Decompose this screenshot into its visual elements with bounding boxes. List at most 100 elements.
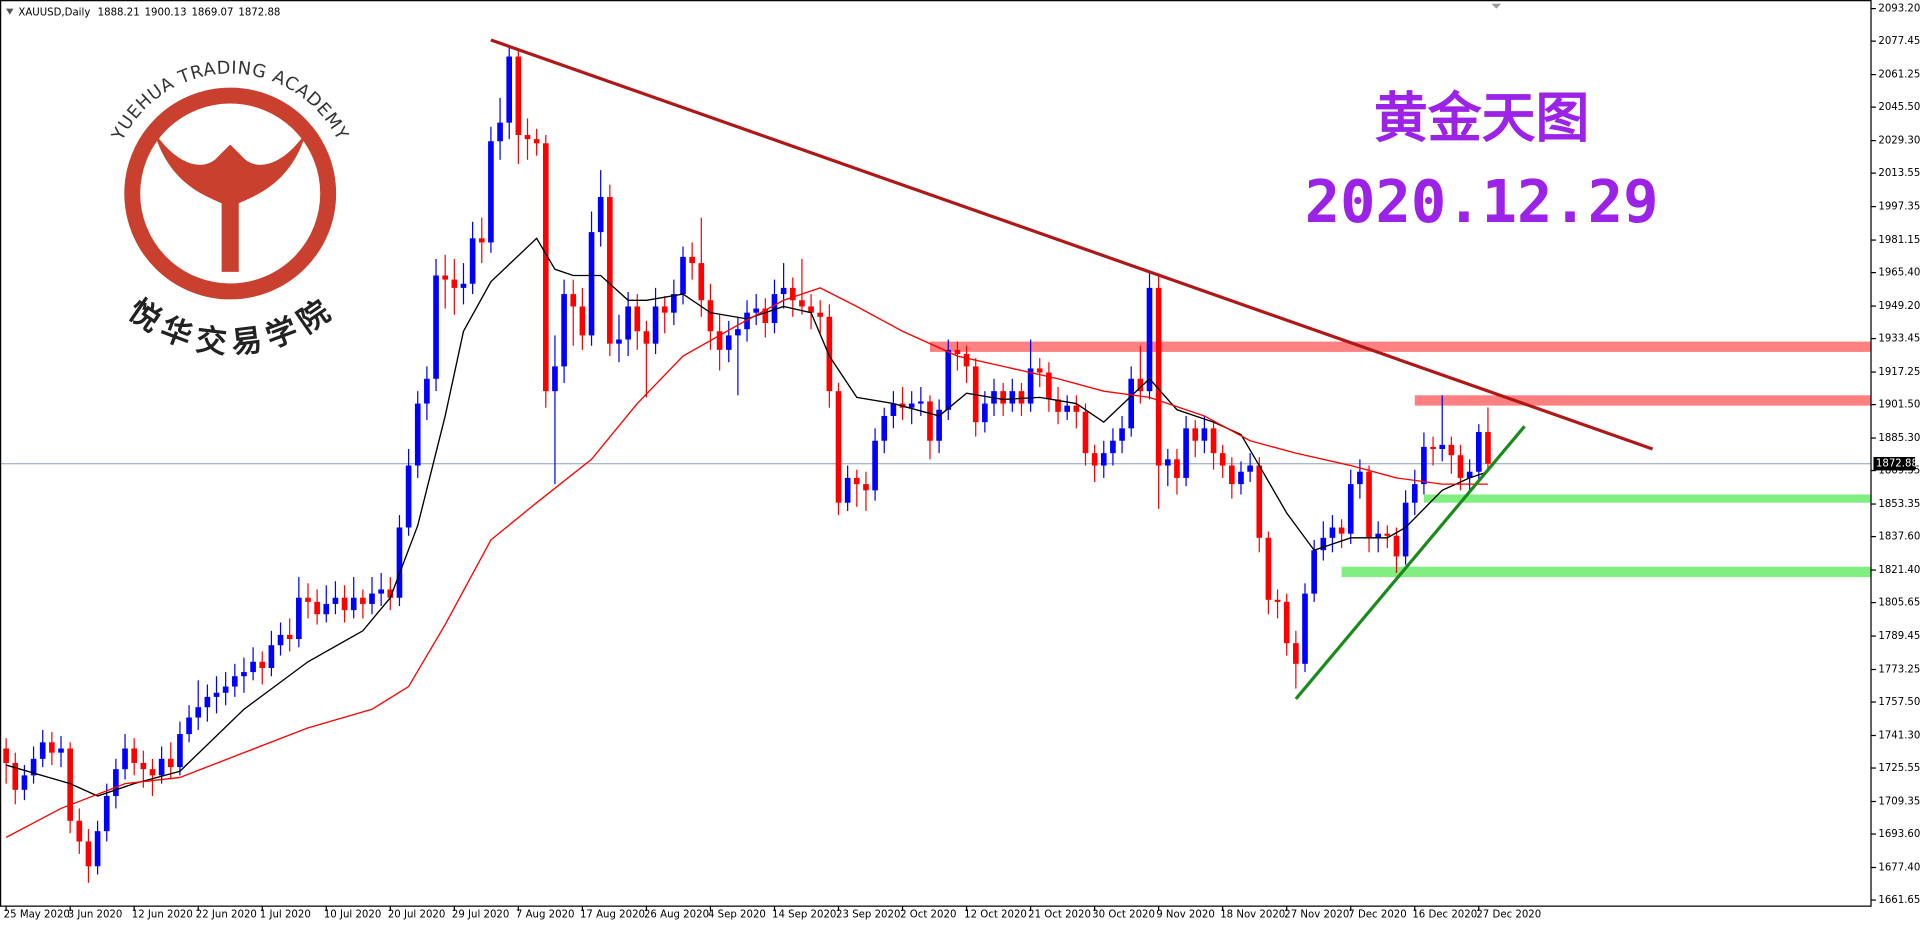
candle-body [314, 601, 320, 615]
candle-body [908, 403, 915, 408]
x-tick-label: 3 Jun 2020 [68, 910, 123, 921]
trendline [490, 38, 1654, 451]
candle-body [1347, 484, 1354, 534]
candle-body [597, 196, 604, 233]
candle-body [1439, 444, 1446, 450]
y-tick-label: 1741.30 [1878, 731, 1920, 742]
y-tick-label: 1869.55 [1878, 466, 1920, 477]
candle-body [3, 748, 9, 763]
candle-body [1146, 287, 1153, 392]
candle-body [1311, 550, 1317, 594]
candle-body [680, 256, 686, 295]
candle-body [1091, 453, 1098, 466]
y-tick-label: 1709.35 [1878, 797, 1920, 808]
candle-body [396, 527, 403, 598]
x-tick-label: 27 Nov 2020 [1284, 910, 1349, 921]
candle-body [826, 316, 833, 392]
candle-body [890, 403, 897, 416]
candle-body [1100, 453, 1107, 466]
candle-body [113, 769, 119, 797]
candle-body [1110, 440, 1116, 454]
candle-body [1421, 446, 1427, 485]
candle-body [488, 141, 494, 243]
candle-body [497, 122, 503, 142]
candle-body [213, 692, 220, 697]
candle-body [1366, 471, 1372, 538]
x-tick-label: 30 Oct 2020 [1092, 910, 1155, 921]
candle-body [1183, 428, 1189, 478]
candle-body [1485, 432, 1491, 464]
candle-body [241, 672, 247, 677]
candle-body [414, 403, 421, 466]
candle-body [945, 349, 952, 410]
candle-body [1384, 533, 1391, 536]
candle-body [369, 593, 375, 604]
candle-body [689, 256, 695, 264]
candle-body [863, 484, 869, 491]
y-tick-label: 2093.20 [1878, 4, 1920, 15]
candle-body [21, 775, 28, 790]
candle-body [524, 135, 531, 140]
candle-body [1174, 459, 1180, 478]
y-tick-label: 1661.65 [1878, 895, 1920, 906]
candle-body [149, 769, 156, 776]
candle-body [49, 742, 55, 753]
candle-body [1064, 405, 1070, 412]
candle-body [799, 300, 805, 307]
candle-body [122, 748, 128, 770]
candle-body [1009, 391, 1016, 404]
candle-body [469, 238, 476, 284]
candle-body [350, 597, 357, 611]
plot-frame [0, 0, 1872, 907]
zone [929, 341, 1872, 352]
candle-body [378, 589, 384, 594]
candle-body [872, 440, 878, 491]
x-tick-label: 7 Aug 2020 [516, 910, 575, 921]
ma-line [5, 287, 1488, 838]
y-tick-label: 1965.40 [1878, 268, 1920, 279]
candle-body [1201, 428, 1208, 441]
price-label-box [1873, 456, 1916, 471]
candle-body [918, 401, 924, 404]
candle-body [259, 661, 266, 668]
candle-body [158, 758, 165, 776]
candle-body [405, 465, 412, 528]
x-tick-label: 1 Jul 2020 [260, 910, 311, 921]
candle-body [277, 634, 284, 646]
ma-line [5, 237, 1489, 797]
symbol-icon [6, 8, 14, 15]
candle-body [1448, 444, 1455, 456]
candle-body [561, 294, 567, 367]
logo-mark [154, 132, 307, 272]
y-tick-label: 1901.50 [1878, 400, 1920, 411]
candle-body [625, 306, 631, 340]
candle-body [881, 415, 888, 441]
candle-body [478, 238, 485, 243]
candle-body [982, 403, 988, 423]
candle-body [1219, 453, 1226, 466]
x-tick-label: 14 Sep 2020 [772, 910, 836, 921]
candle-body [771, 294, 778, 323]
candle-body [506, 56, 513, 123]
x-tick-label: 26 Aug 2020 [644, 910, 709, 921]
candle-body [643, 331, 650, 344]
candle-body [1283, 601, 1290, 644]
candle-body [780, 287, 787, 295]
candle-body [1302, 593, 1308, 664]
candle-body [1293, 643, 1299, 664]
candle-body [954, 349, 961, 354]
header: XAUUSD,Daily 1888.21 1900.13 1869.07 1872.88 [18, 7, 280, 18]
candle-body [76, 820, 83, 842]
candle-body [323, 603, 330, 615]
candle-body [789, 287, 796, 301]
price-label: 1872.88 [1876, 459, 1918, 470]
zone [1341, 566, 1872, 578]
candle-body [1338, 527, 1345, 534]
candle-body [451, 279, 458, 288]
candle-body [1082, 411, 1089, 454]
candle-body [140, 762, 147, 770]
high: 1900.13 [145, 7, 187, 18]
candle-body [177, 734, 183, 768]
y-tick-label: 2045.50 [1878, 102, 1920, 113]
zone [1423, 494, 1872, 503]
